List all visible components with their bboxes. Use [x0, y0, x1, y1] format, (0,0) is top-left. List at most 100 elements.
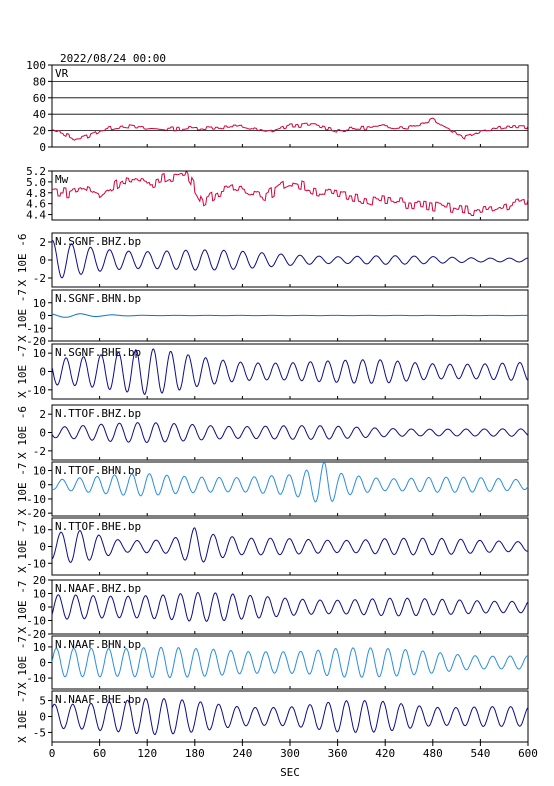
- y-tick-label: 0: [39, 601, 46, 614]
- y-tick-label: 80: [33, 75, 46, 88]
- x-tick-label: 240: [232, 747, 252, 760]
- trace-line: [51, 592, 529, 622]
- y-tick-label: 0: [39, 479, 46, 492]
- trace-label: N.NAAF.BHE.bp: [55, 693, 141, 706]
- x-tick-label: 420: [375, 747, 395, 760]
- y-tick-label: 4.8: [26, 187, 46, 200]
- panel-5: -10 0 10 N.SGNF.BHE.bp X 10E -7: [16, 343, 529, 400]
- trace-label: Mw: [55, 173, 69, 186]
- x-tick-label: 120: [137, 747, 157, 760]
- trace-line: [51, 698, 529, 736]
- y-tick-label: -10: [26, 322, 46, 335]
- y-tick-label: -2: [33, 445, 46, 458]
- trace-label: N.TTOF.BHE.bp: [55, 520, 141, 533]
- trace-label: N.TTOF.BHN.bp: [55, 464, 141, 477]
- y-tick-label: 0: [39, 657, 46, 670]
- y-tick-label: 0: [39, 141, 46, 154]
- y-tick-label: -10: [26, 493, 46, 506]
- y-tick-label: 5.2: [26, 165, 46, 178]
- trace-label: N.NAAF.BHZ.bp: [55, 582, 141, 595]
- x-axis: 0 60 120 180 240 300 360 420 480 540 600: [49, 742, 538, 760]
- trace-line: [51, 348, 529, 396]
- trace-label: N.NAAF.BHN.bp: [55, 638, 141, 651]
- y-tick-label: -20: [26, 628, 46, 641]
- trace-unit-label: X 10E -7: [16, 581, 29, 634]
- trace-label: N.TTOF.BHZ.bp: [55, 407, 141, 420]
- y-tick-label: 0: [39, 254, 46, 267]
- trace-unit-label: X 10E -7: [16, 636, 29, 689]
- y-tick-label: 40: [33, 108, 46, 121]
- trace-line: [51, 117, 529, 141]
- x-tick-label: 480: [423, 747, 443, 760]
- y-tick-label: 20: [33, 125, 46, 138]
- trace-label: N.SGNF.BHN.bp: [55, 292, 141, 305]
- panel-3: -2 0 2 N.SGNF.BHZ.bp X 10E -6: [16, 232, 529, 288]
- y-tick-label: 4.6: [26, 198, 46, 211]
- y-tick-label: 2: [39, 408, 46, 421]
- panel-6: -2 0 2 N.TTOF.BHZ.bp X 10E -6: [16, 404, 529, 461]
- y-tick-label: 10: [33, 347, 46, 360]
- y-tick-label: 5.0: [26, 176, 46, 189]
- y-tick-label: -10: [26, 384, 46, 397]
- y-tick-label: 0: [39, 711, 46, 724]
- y-tick-label: 10: [33, 641, 46, 654]
- x-tick-label: 0: [49, 747, 56, 760]
- trace-unit-label: X 10E -7: [16, 463, 29, 516]
- trace-unit-label: X 10E -7: [16, 520, 29, 573]
- trace-label: N.SGNF.BHZ.bp: [55, 235, 141, 248]
- y-tick-label: -5: [33, 726, 46, 739]
- panel-10: -10 0 10 N.NAAF.BHN.bp X 10E -7: [16, 635, 529, 690]
- y-tick-label: 10: [33, 297, 46, 310]
- y-tick-label: -2: [33, 272, 46, 285]
- y-tick-label: -10: [26, 672, 46, 685]
- figure-title: 2022/08/24 00:00: [60, 52, 166, 65]
- y-tick-label: 0: [39, 541, 46, 554]
- trace-label: N.SGNF.BHE.bp: [55, 346, 141, 359]
- y-tick-label: 60: [33, 92, 46, 105]
- trace-line: [51, 171, 529, 217]
- y-tick-label: 0: [39, 310, 46, 323]
- panel-1: 0 20 40 60 80 100 VR: [26, 59, 529, 154]
- x-tick-label: 60: [93, 747, 106, 760]
- trace-line: [51, 527, 529, 563]
- y-tick-label: 10: [33, 588, 46, 601]
- y-tick-label: 5: [39, 695, 46, 708]
- trace-line: [51, 422, 529, 443]
- x-tick-label: 180: [185, 747, 205, 760]
- panel-2: 4.44.64.85.05.2 Mw: [26, 165, 529, 222]
- x-tick-label: 300: [280, 747, 300, 760]
- x-tick-label: 540: [470, 747, 490, 760]
- trace-label: VR: [55, 67, 69, 80]
- x-axis-label: SEC: [280, 766, 300, 779]
- trace-line: [51, 646, 529, 679]
- y-tick-label: 0: [39, 427, 46, 440]
- y-tick-label: 20: [33, 574, 46, 587]
- y-tick-label: 0: [39, 366, 46, 379]
- x-tick-label: 360: [328, 747, 348, 760]
- y-tick-label: -20: [26, 335, 46, 348]
- y-tick-label: 2: [39, 236, 46, 249]
- y-tick-label: -20: [26, 507, 46, 520]
- panel-8: -10 0 10 N.TTOF.BHE.bp X 10E -7: [16, 517, 529, 576]
- panel-frame: [51, 170, 529, 221]
- x-tick-label: 600: [518, 747, 538, 760]
- trace-unit-label: X 10E -7: [16, 690, 29, 743]
- y-tick-label: 10: [33, 524, 46, 537]
- trace-line: [51, 240, 529, 279]
- y-tick-label: 100: [26, 59, 46, 72]
- panel-11: -5 0 5 N.NAAF.BHE.bp X 10E -7: [16, 690, 529, 743]
- y-tick-label: 4.4: [26, 209, 46, 222]
- trace-unit-label: X 10E -6: [16, 406, 29, 459]
- trace-unit-label: X 10E -7: [16, 289, 29, 342]
- trace-line: [51, 461, 529, 503]
- y-tick-label: -10: [26, 615, 46, 628]
- trace-unit-label: X 10E -6: [16, 234, 29, 287]
- y-tick-label: 10: [33, 465, 46, 478]
- trace-unit-label: X 10E -7: [16, 345, 29, 398]
